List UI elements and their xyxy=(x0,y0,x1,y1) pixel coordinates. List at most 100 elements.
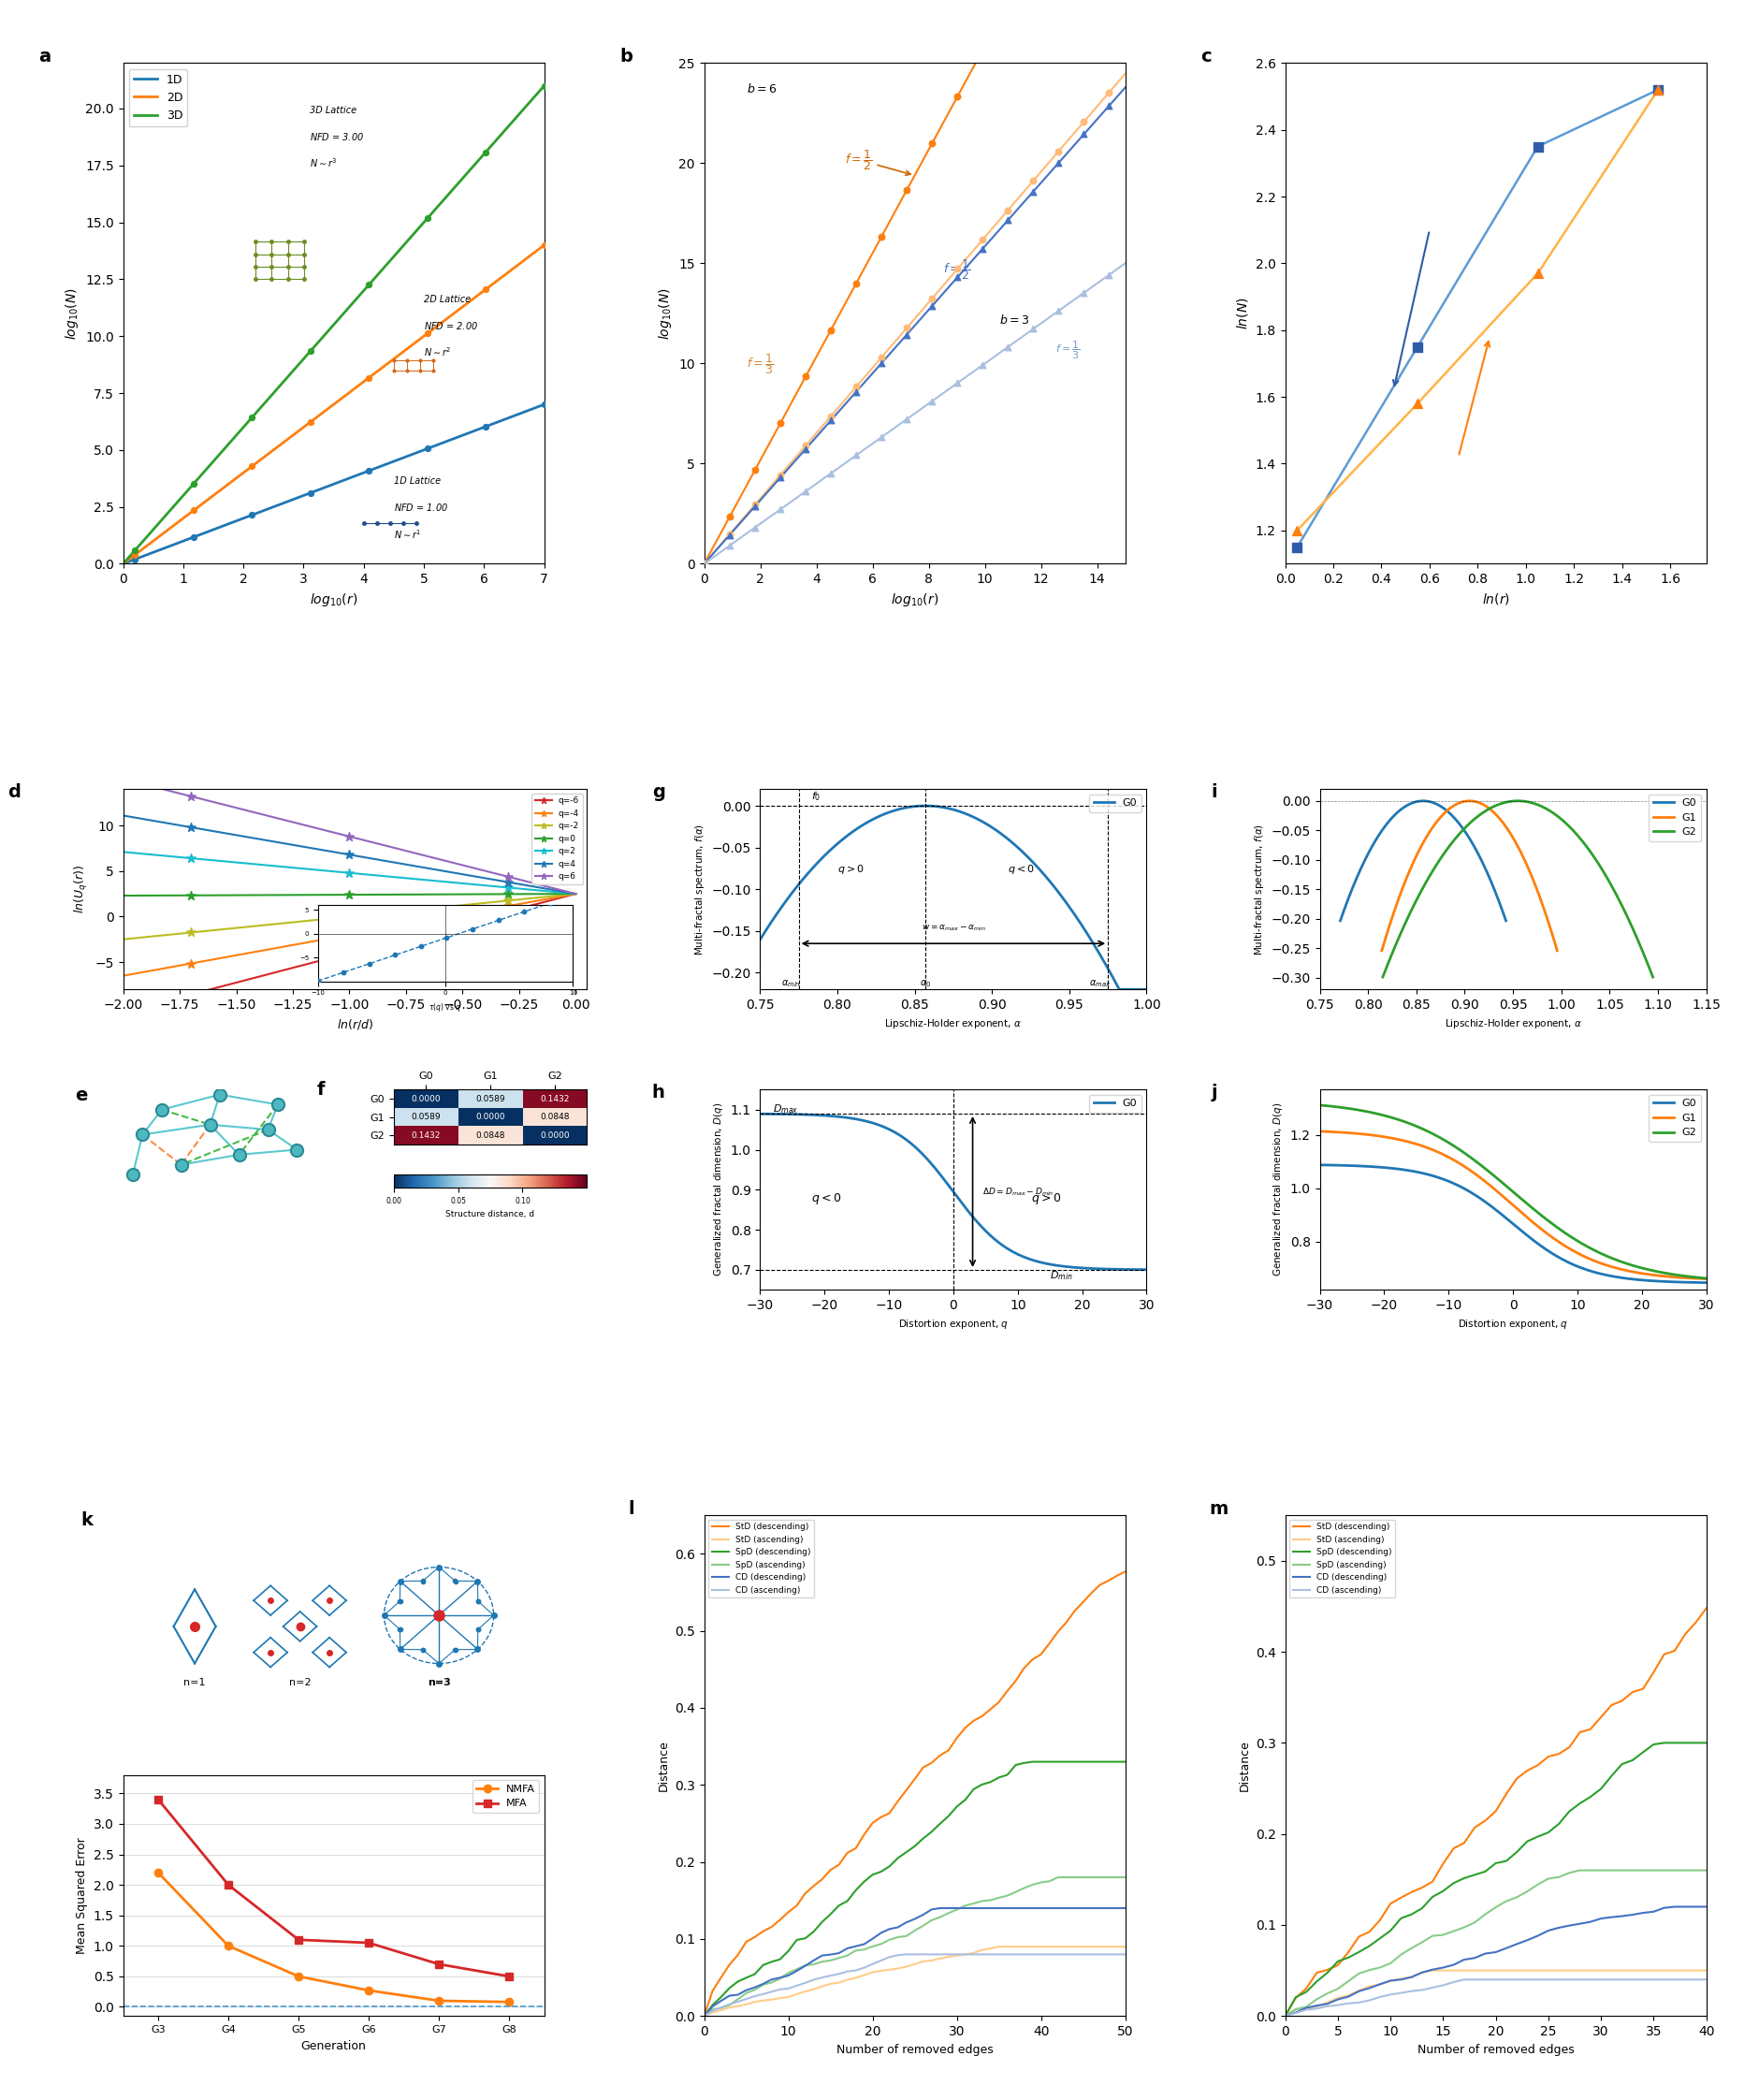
CD (descending) xyxy=(1485,1940,1506,1966)
CD (ascending) xyxy=(980,1943,1001,1968)
CD (descending) xyxy=(1590,1907,1611,1932)
StD (descending) xyxy=(693,2003,714,2029)
SpD (ascending) xyxy=(1286,1997,1307,2022)
Legend: NMFA, MFA: NMFA, MFA xyxy=(473,1781,538,1812)
Point xyxy=(894,311,922,344)
G1 xyxy=(1625,1260,1646,1285)
SpD (ascending) xyxy=(1516,1880,1537,1905)
StD (descending) xyxy=(1558,1735,1580,1760)
CD (descending) xyxy=(1632,1900,1653,1926)
StD (descending) xyxy=(1622,1680,1643,1705)
CD (descending) xyxy=(1506,1932,1527,1957)
Point xyxy=(494,878,522,911)
CD (descending) xyxy=(1349,1978,1370,2003)
SpD (ascending) xyxy=(1548,1865,1569,1890)
G1 xyxy=(1518,1205,1539,1231)
SpD (descending) xyxy=(1317,1959,1339,1984)
CD (descending) xyxy=(1328,1987,1349,2012)
Text: h: h xyxy=(653,1084,665,1100)
G0 xyxy=(1539,1239,1560,1264)
Point xyxy=(816,313,844,347)
Text: $q < 0$: $q < 0$ xyxy=(1008,863,1034,876)
StD (descending) xyxy=(1611,1688,1632,1714)
Point xyxy=(1096,76,1124,109)
StD (ascending) xyxy=(1664,1957,1685,1982)
Y-axis label: Generalized fractal dimension, $D(q)$: Generalized fractal dimension, $D(q)$ xyxy=(1272,1102,1284,1277)
SpD (descending) xyxy=(1432,1880,1453,1905)
CD (ascending) xyxy=(1453,1968,1474,1993)
CD (descending) xyxy=(1307,1993,1328,2018)
Text: 1D Lattice: 1D Lattice xyxy=(394,477,442,485)
Line: G1: G1 xyxy=(1319,1132,1706,1279)
G2 xyxy=(1643,964,1664,989)
SpD (descending) xyxy=(1474,1858,1495,1884)
Y-axis label: $log_{10}(N)$: $log_{10}(N)$ xyxy=(656,288,674,340)
Legend: 1D, 2D, 3D: 1D, 2D, 3D xyxy=(128,69,188,126)
SpD (descending) xyxy=(1339,1945,1360,1970)
CD (descending) xyxy=(1558,1913,1580,1938)
Point xyxy=(471,134,500,168)
Line: StD (descending): StD (descending) xyxy=(1286,1609,1706,2016)
X-axis label: $ln(r/d)$: $ln(r/d)$ xyxy=(336,1016,373,1031)
G0 xyxy=(1411,788,1432,813)
X-axis label: Number of removed edges: Number of removed edges xyxy=(1418,2043,1574,2056)
CD (descending) xyxy=(1369,1972,1390,1997)
CD (descending) xyxy=(1317,1991,1339,2016)
CD (descending) xyxy=(1106,1896,1128,1922)
1D xyxy=(113,550,134,575)
CD (ascending) xyxy=(786,1974,807,1999)
SpD (ascending) xyxy=(1653,1858,1675,1884)
Point xyxy=(867,340,895,374)
CD (descending) xyxy=(1379,1968,1400,1993)
Text: b: b xyxy=(619,48,633,65)
CD (ascending) xyxy=(1537,1968,1558,1993)
StD (descending) xyxy=(1696,1596,1717,1621)
Point xyxy=(1018,164,1047,197)
Point xyxy=(690,546,718,580)
SpD (ascending) xyxy=(1527,1871,1548,1896)
Line: CD (descending): CD (descending) xyxy=(704,1909,1126,2016)
Point xyxy=(867,420,895,454)
StD (ascending) xyxy=(1622,1957,1643,1982)
Text: $f=\dfrac{1}{2}$: $f=\dfrac{1}{2}$ xyxy=(844,147,911,174)
Text: 0.0589: 0.0589 xyxy=(475,1094,505,1102)
CD (descending) xyxy=(1622,1903,1643,1928)
Point xyxy=(792,428,820,462)
StD (descending) xyxy=(1115,1558,1136,1583)
X-axis label: $log_{10}(r)$: $log_{10}(r)$ xyxy=(890,592,939,609)
CD (ascending) xyxy=(1653,1968,1675,1993)
Line: G2: G2 xyxy=(1383,800,1653,976)
Point xyxy=(918,290,946,323)
StD (descending) xyxy=(1421,1869,1442,1894)
CD (ascending) xyxy=(1390,1980,1411,2006)
SpD (ascending) xyxy=(1506,1884,1527,1909)
SpD (descending) xyxy=(1622,1747,1643,1772)
Text: $\mathit{NFD}$ = 1.00: $\mathit{NFD}$ = 1.00 xyxy=(394,502,449,512)
Text: k: k xyxy=(81,1512,93,1529)
Point xyxy=(178,916,206,949)
2D xyxy=(113,550,134,575)
Point xyxy=(178,947,206,981)
Text: l: l xyxy=(628,1499,635,1518)
SpD (ascending) xyxy=(997,1884,1018,1909)
Point xyxy=(1523,256,1551,290)
Point xyxy=(943,260,971,294)
Text: g: g xyxy=(653,783,665,800)
StD (descending) xyxy=(1643,1659,1664,1684)
SpD (descending) xyxy=(1421,1884,1442,1909)
Point xyxy=(867,346,895,380)
Point xyxy=(1404,386,1432,420)
SpD (ascending) xyxy=(1675,1858,1696,1884)
CD (ascending) xyxy=(1622,1968,1643,1993)
Point xyxy=(792,475,820,508)
G2 xyxy=(1518,1193,1539,1218)
G0 xyxy=(1430,794,1451,819)
StD (ascending) xyxy=(1421,1957,1442,1982)
CD (ascending) xyxy=(1463,1968,1485,1993)
CD (ascending) xyxy=(1432,1972,1453,1997)
CD (ascending) xyxy=(1339,1991,1360,2016)
StD (descending) xyxy=(1569,1720,1590,1745)
3D xyxy=(225,424,246,449)
Line: SpD (descending): SpD (descending) xyxy=(704,1762,1126,2016)
MFA xyxy=(498,1964,519,1989)
